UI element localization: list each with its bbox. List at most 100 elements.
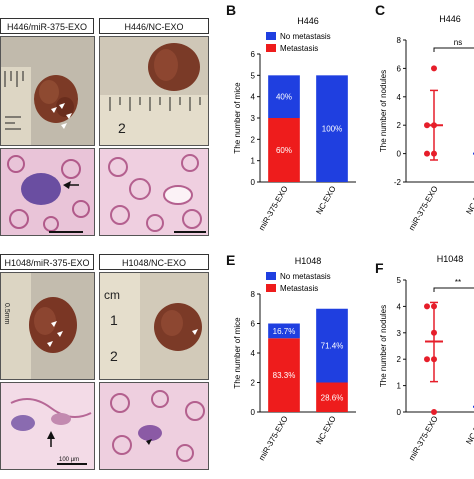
data-point — [431, 409, 437, 415]
data-point — [431, 356, 437, 363]
bar-segment — [316, 75, 348, 182]
y-tick-label: 2 — [397, 121, 402, 130]
scale-bar-label: 100 µm — [59, 457, 79, 463]
legend-swatch — [266, 272, 276, 280]
y-tick-label: 0 — [251, 408, 256, 417]
chart-c: H446 -2 0 2 4 6 8 The number of nodules ns miR-37… — [378, 14, 474, 244]
bar-segment — [268, 338, 300, 412]
y-tick-label: 6 — [251, 50, 256, 59]
data-point — [431, 150, 437, 157]
x-tick-label: NC-EXO — [464, 415, 474, 446]
significance-bracket — [433, 47, 474, 52]
lung-photo-h1048-nc: cm 1 2 — [99, 272, 209, 380]
y-tick-label: 4 — [251, 349, 256, 358]
data-point — [431, 122, 437, 129]
bar-label: 16.7% — [273, 327, 296, 336]
bar-chart-h1048: H1048 No metastasis Metastasis 0 2 4 6 8 The num… — [233, 256, 356, 463]
data-point — [424, 122, 430, 129]
chart-title: H1048 — [295, 256, 322, 266]
histology-h446-nc — [99, 148, 209, 236]
y-tick-label: 4 — [251, 93, 256, 102]
data-point — [431, 65, 437, 72]
legend-label: Metastasis — [280, 44, 318, 53]
x-tick-label: NC-EXO — [464, 185, 474, 216]
histology-h1048-nc — [99, 382, 209, 470]
legend-swatch — [266, 32, 276, 40]
ruler-cm: cm — [104, 288, 120, 302]
y-tick-label: 3 — [251, 114, 256, 123]
photo-label-h1048-nc: H1048/NC-EXO — [99, 254, 209, 270]
scatter-chart-h1048: H1048 0 1 2 3 4 5 The number of nodules ** miR-37… — [379, 254, 474, 463]
y-tick-label: 8 — [251, 290, 256, 299]
y-tick-label: 4 — [397, 93, 402, 102]
bar-label: 83.3% — [273, 371, 296, 380]
legend-label: Metastasis — [280, 284, 318, 293]
y-tick-label: 8 — [397, 36, 402, 45]
chart-b: H446 No metastasis Metastasis 0 1 2 3 4 5 6 The nu… — [230, 14, 360, 244]
y-tick-label: 2 — [251, 135, 256, 144]
bar-label: 71.4% — [321, 342, 344, 351]
y-tick-label: 0 — [397, 408, 402, 417]
bar-label: 28.6% — [321, 393, 344, 402]
histology-image: 100 µm — [1, 383, 94, 469]
lung-image — [1, 37, 94, 145]
legend-swatch — [266, 44, 276, 52]
ruler-digit: 2 — [110, 348, 118, 364]
photo-label-h446-nc: H446/NC-EXO — [99, 18, 209, 34]
y-tick-label: 2 — [397, 355, 402, 364]
lung-image: 0.5mm — [1, 273, 94, 379]
histology-image — [100, 383, 208, 469]
panel-letter-e: E — [226, 252, 236, 268]
y-tick-label: 4 — [397, 302, 402, 311]
x-tick-label: NC-EXO — [314, 185, 337, 216]
y-axis-label: The number of mice — [233, 82, 242, 154]
bar-segment — [316, 308, 348, 383]
x-tick-label: miR-375-EXO — [257, 415, 290, 463]
significance-label: ns — [454, 38, 462, 47]
lung-photo-h1048-mir375: 0.5mm — [0, 272, 95, 380]
x-tick-label: NC-EXO — [314, 415, 337, 446]
lung-image: 2 — [100, 37, 208, 145]
chart-e: H1048 No metastasis Metastasis 0 2 4 6 8 The num… — [230, 256, 360, 474]
bar-label: 100% — [322, 125, 342, 134]
data-point — [424, 150, 430, 157]
panel-letter-b: B — [226, 2, 237, 18]
ruler-digit: 2 — [118, 120, 126, 136]
y-tick-label: 3 — [397, 329, 402, 338]
photo-label-h446-mir375: H446/miR-375-EXO — [0, 18, 94, 34]
y-tick-label: 0 — [397, 150, 402, 159]
x-tick-label: miR-375-EXO — [407, 415, 440, 463]
legend-label: No metastasis — [280, 272, 331, 281]
lung-photo-h446-nc: 2 — [99, 36, 209, 146]
significance-bracket — [433, 287, 474, 292]
histology-image — [1, 149, 94, 235]
chart-title: H446 — [439, 14, 461, 24]
y-axis-label: The number of mice — [233, 317, 242, 389]
legend-swatch — [266, 284, 276, 292]
histology-h446-mir375 — [0, 148, 95, 236]
x-tick-label: miR-375-EXO — [407, 185, 440, 233]
histology-h1048-mir375: 100 µm — [0, 382, 95, 470]
ruler-text: 0.5mm — [3, 303, 10, 325]
y-axis-label: The number of nodules — [379, 305, 388, 387]
photo-label-h1048-mir375: H1048/miR-375-EXO — [0, 254, 94, 270]
data-point — [431, 329, 437, 336]
lung-image: cm 1 2 — [100, 273, 208, 379]
lung-photo-h446-mir375 — [0, 36, 95, 146]
x-tick-label: miR-375-EXO — [257, 185, 290, 233]
y-tick-label: 5 — [251, 71, 256, 80]
panel-letter-f: F — [375, 260, 384, 276]
scatter-chart-h446: H446 -2 0 2 4 6 8 The number of nodules ns miR-37… — [379, 14, 474, 233]
panel-letter-c: C — [375, 2, 386, 18]
y-axis-label: The number of nodules — [379, 70, 388, 152]
chart-f: H1048 0 1 2 3 4 5 The number of nodules ** miR-37… — [378, 254, 474, 474]
bar-segment — [268, 118, 300, 182]
y-tick-label: 5 — [397, 276, 402, 285]
y-tick-label: 6 — [397, 64, 402, 73]
ruler-digit: 1 — [110, 312, 118, 328]
bar-label: 60% — [276, 146, 292, 155]
bar-segment — [268, 75, 300, 118]
data-point — [424, 303, 430, 310]
data-point — [431, 303, 437, 310]
y-tick-label: 0 — [251, 178, 256, 187]
